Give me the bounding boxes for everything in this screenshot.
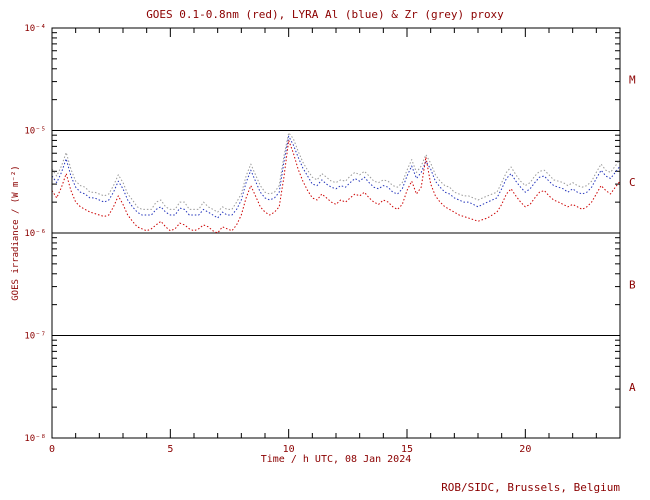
flare-class-label: M <box>629 73 636 86</box>
y-tick-label: 10⁻⁷ <box>24 332 46 342</box>
series-series_blue <box>51 135 621 219</box>
flare-class-label: B <box>629 278 636 291</box>
x-tick-label: 5 <box>167 444 173 455</box>
plot-frame <box>51 27 621 439</box>
y-tick-label: 10⁻⁶ <box>24 229 46 239</box>
y-tick-label: 10⁻⁸ <box>24 434 46 444</box>
x-tick-label: 20 <box>519 444 531 455</box>
credit-text: ROB/SIDC, Brussels, Belgium <box>441 481 620 494</box>
series-series_red <box>51 139 621 234</box>
y-tick-label: 10⁻⁵ <box>24 127 46 137</box>
y-tick-label: 10⁻⁴ <box>24 24 46 34</box>
chart-title: GOES 0.1-0.8nm (red), LYRA Al (blue) & Z… <box>146 8 504 21</box>
x-axis-label: Time / h UTC, 08 Jan 2024 <box>260 454 412 465</box>
y-axis-label: GOES irradiance / (W m⁻²) <box>11 165 21 301</box>
x-tick-label: 15 <box>401 444 413 455</box>
x-tick-label: 0 <box>49 444 55 455</box>
flare-class-label: C <box>629 176 636 189</box>
flare-class-label: A <box>629 381 636 394</box>
series-series_grey <box>51 132 621 213</box>
x-tick-label: 10 <box>283 444 295 455</box>
